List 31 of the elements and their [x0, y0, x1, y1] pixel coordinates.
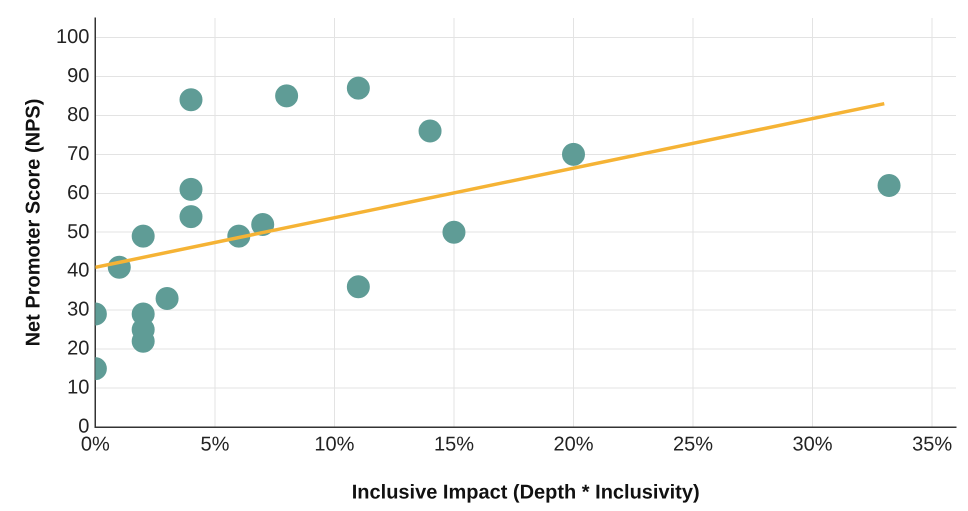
point — [442, 220, 466, 244]
point — [346, 76, 370, 100]
point — [346, 275, 370, 298]
y-tick-label: 100 — [56, 26, 90, 48]
x-tick-label: 15% — [434, 434, 474, 456]
point — [179, 205, 202, 228]
x-tick-label: 10% — [314, 434, 355, 456]
x-tick-label: 25% — [673, 434, 714, 456]
y-tick-label: 90 — [67, 64, 90, 87]
point — [562, 142, 585, 166]
point — [878, 174, 901, 197]
point — [418, 119, 442, 142]
y-axis-title: Net Promoter Score (NPS) — [22, 98, 45, 346]
point — [156, 286, 179, 310]
y-tick-label: 60 — [67, 182, 90, 204]
x-tick-label: 35% — [912, 434, 952, 456]
point — [132, 224, 155, 248]
x-axis-title: Inclusive Impact (Depth * Inclusivity) — [352, 482, 700, 504]
point — [179, 178, 202, 201]
y-tick-label: 40 — [67, 260, 90, 282]
y-tick-label: 20 — [67, 338, 90, 360]
y-tick-label: 10 — [67, 376, 90, 399]
y-tick-label: 70 — [67, 142, 90, 165]
point — [179, 88, 202, 112]
y-tick-label: 50 — [67, 220, 90, 243]
y-tick-label: 30 — [67, 298, 90, 321]
x-tick-label: 20% — [553, 434, 594, 456]
x-tick-label: 5% — [200, 434, 230, 456]
point — [275, 84, 298, 108]
y-tick-label: 80 — [67, 104, 90, 126]
x-tick-label: 30% — [792, 434, 833, 456]
